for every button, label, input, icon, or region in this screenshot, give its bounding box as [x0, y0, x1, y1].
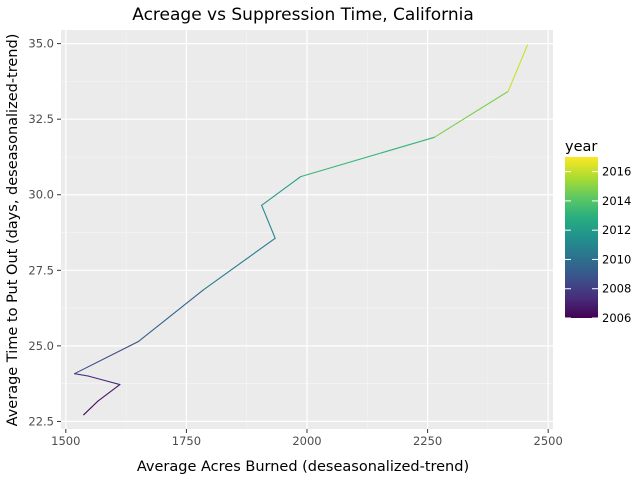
line-segment — [83, 400, 99, 416]
y-tick-label: 25.0 — [28, 339, 54, 353]
colorbar — [565, 157, 598, 318]
line-segment — [97, 384, 121, 402]
y-axis-title: Average Time to Put Out (days, deseasona… — [5, 34, 21, 427]
colorbar-tick-label: 2014 — [602, 194, 631, 208]
colorbar-tick-label: 2008 — [602, 282, 631, 296]
colorbar-tick-label: 2010 — [602, 252, 631, 266]
colorbar-tick-label: 2006 — [602, 311, 631, 325]
x-tick-label: 2500 — [534, 434, 563, 448]
line-segment — [138, 289, 204, 342]
line-segment — [261, 176, 302, 206]
line-segment — [507, 44, 528, 92]
line-segment — [261, 204, 276, 239]
x-tick-label: 2250 — [413, 434, 442, 448]
colorbar-ticks: 2006 2008 2010 2012 2014 2016 — [565, 165, 631, 325]
x-tick-label: 2000 — [292, 434, 321, 448]
line-segment — [73, 373, 90, 377]
colorbar-tick-label: 2016 — [602, 165, 631, 179]
line-segment — [300, 136, 435, 178]
legend: year 2006 2008 2010 2012 2014 2016 — [565, 139, 631, 325]
legend-title: year — [565, 139, 597, 155]
x-tick-label: 1750 — [172, 434, 201, 448]
line-segment — [433, 90, 509, 138]
y-tick-label: 22.5 — [28, 414, 54, 428]
data-line — [73, 44, 528, 416]
line-segment — [87, 375, 121, 386]
chart-title: Acreage vs Suppression Time, California — [132, 5, 474, 25]
x-tick-label: 1500 — [51, 434, 80, 448]
y-tick-label: 30.0 — [28, 188, 54, 202]
colorbar-tick-label: 2012 — [602, 223, 631, 237]
y-tick-label: 35.0 — [28, 37, 54, 51]
major-gridlines — [61, 30, 553, 429]
x-axis-title: Average Acres Burned (deseasonalized-tre… — [137, 459, 469, 475]
line-segment — [73, 340, 140, 375]
y-axis: 22.5 25.0 27.5 30.0 32.5 35.0 — [28, 37, 61, 428]
y-tick-label: 32.5 — [28, 112, 54, 126]
x-axis: 1500 1750 2000 2250 2500 — [51, 429, 563, 448]
y-tick-label: 27.5 — [28, 263, 54, 277]
line-segment — [202, 237, 276, 291]
